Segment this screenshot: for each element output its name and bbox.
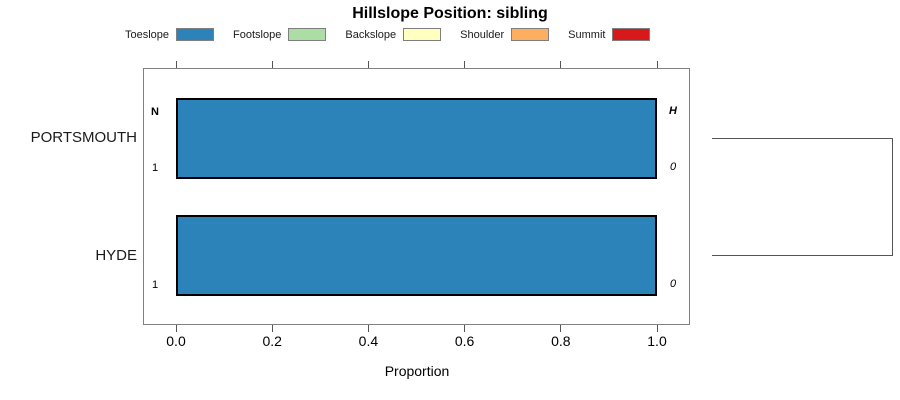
bar-segment-toeslope bbox=[176, 215, 657, 296]
x-tick-top bbox=[464, 61, 466, 68]
legend: Toeslope Footslope Backslope Shoulder Summit bbox=[125, 26, 669, 43]
n-value: 1 bbox=[151, 161, 159, 174]
x-tick-label: 0.4 bbox=[358, 333, 379, 349]
category-label: HYDE bbox=[95, 246, 137, 264]
chart-title: Hillslope Position: sibling bbox=[352, 5, 548, 22]
legend-label: Summit bbox=[568, 28, 606, 41]
dendrogram-joint bbox=[892, 137, 893, 256]
x-tick-bottom bbox=[175, 325, 177, 332]
legend-item-backslope: Backslope bbox=[345, 28, 442, 41]
legend-item-summit: Summit bbox=[568, 28, 651, 41]
h-value: 0 bbox=[669, 160, 677, 173]
dendrogram-branch-bottom bbox=[712, 255, 893, 256]
x-tick-top bbox=[271, 61, 273, 68]
x-tick-top bbox=[560, 61, 562, 68]
x-tick-label: 0.2 bbox=[262, 333, 282, 349]
x-tick-bottom bbox=[560, 325, 562, 332]
legend-swatch bbox=[403, 28, 442, 41]
legend-label: Toeslope bbox=[125, 28, 170, 41]
x-tick-bottom bbox=[464, 325, 466, 332]
x-tick-label: 1.0 bbox=[647, 333, 667, 349]
legend-item-shoulder: Shoulder bbox=[460, 28, 550, 41]
h-value: 0 bbox=[669, 278, 677, 290]
legend-swatch bbox=[511, 28, 550, 41]
legend-item-footslope: Footslope bbox=[233, 28, 327, 41]
x-tick-top bbox=[367, 61, 369, 68]
legend-swatch bbox=[288, 28, 327, 41]
x-tick-top bbox=[656, 61, 658, 68]
x-tick-bottom bbox=[271, 325, 273, 332]
legend-swatch bbox=[612, 28, 651, 41]
x-tick-top bbox=[175, 61, 177, 68]
x-axis-label: Proportion bbox=[384, 363, 450, 379]
legend-label: Backslope bbox=[345, 28, 397, 41]
category-label: PORTSMOUTH bbox=[30, 129, 137, 146]
bar-segment-toeslope bbox=[176, 97, 657, 179]
legend-label: Shoulder bbox=[460, 28, 505, 41]
legend-swatch bbox=[176, 28, 215, 41]
x-tick-label: 0.6 bbox=[454, 333, 475, 349]
x-tick-label: 0.8 bbox=[551, 333, 571, 349]
x-tick-label: 0.0 bbox=[166, 333, 186, 349]
x-tick-bottom bbox=[656, 325, 658, 332]
legend-item-toeslope: Toeslope bbox=[125, 28, 215, 41]
x-tick-bottom bbox=[367, 325, 369, 332]
legend-label: Footslope bbox=[233, 28, 282, 41]
n-header: N bbox=[151, 105, 159, 118]
h-header: H bbox=[669, 104, 677, 117]
n-value: 1 bbox=[151, 279, 159, 291]
dendrogram-branch-top bbox=[712, 137, 893, 139]
